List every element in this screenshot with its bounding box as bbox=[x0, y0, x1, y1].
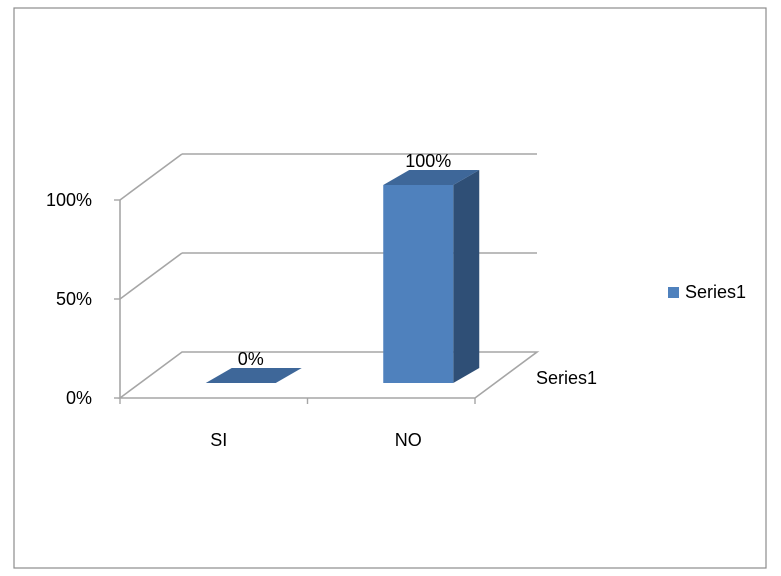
x-tick-label: SI bbox=[210, 430, 227, 450]
legend-entry-label: Series1 bbox=[685, 282, 746, 302]
data-label: 0% bbox=[238, 349, 264, 369]
legend: Series1 bbox=[668, 282, 746, 302]
bar-no bbox=[383, 170, 480, 383]
data-label: 100% bbox=[405, 151, 451, 171]
floor-plane bbox=[117, 351, 540, 399]
bar-top-face bbox=[205, 368, 302, 383]
data-labels-group: 0% 100% bbox=[238, 151, 452, 369]
gridline-diagonal bbox=[119, 153, 183, 201]
bar-top-face bbox=[383, 170, 480, 185]
y-tick-label: 100% bbox=[46, 190, 92, 210]
bar-front-face bbox=[383, 185, 454, 383]
bars-group bbox=[205, 170, 480, 383]
bar-side-face bbox=[453, 170, 480, 383]
y-tick-label: 0% bbox=[66, 388, 92, 408]
y-tick-label: 50% bbox=[56, 289, 92, 309]
depth-axis-label: Series1 bbox=[536, 368, 597, 388]
x-tick-label: NO bbox=[395, 430, 422, 450]
y-axis-tick-labels: 0% 50% 100% bbox=[46, 190, 92, 408]
legend-swatch bbox=[668, 287, 679, 298]
gridline-diagonal bbox=[119, 252, 183, 300]
x-axis-tick-labels: SI NO bbox=[210, 430, 422, 450]
bar-si bbox=[205, 368, 302, 383]
